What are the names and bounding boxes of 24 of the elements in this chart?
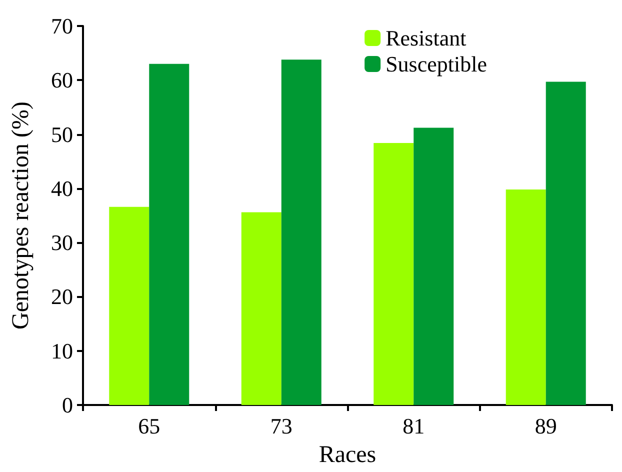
y-tick-label: 60 bbox=[51, 68, 73, 93]
bar bbox=[109, 206, 150, 405]
legend-label: Resistant bbox=[386, 26, 466, 50]
y-tick-label: 50 bbox=[51, 122, 73, 147]
x-tick-label: 81 bbox=[402, 414, 425, 438]
y-tick-label: 40 bbox=[51, 176, 73, 201]
bar bbox=[281, 60, 322, 405]
y-tick-label: 20 bbox=[51, 284, 73, 310]
bar bbox=[241, 212, 282, 405]
y-tick-label: 70 bbox=[51, 14, 73, 38]
bar bbox=[374, 142, 414, 405]
y-tick-label: 10 bbox=[51, 338, 73, 364]
bar bbox=[506, 190, 546, 405]
legend-label: Susceptible bbox=[386, 52, 488, 76]
y-tick-label: 0 bbox=[62, 392, 73, 418]
bar bbox=[149, 64, 190, 405]
bar bbox=[414, 128, 454, 405]
x-tick-label: 73 bbox=[270, 414, 292, 438]
x-axis-title: Races bbox=[318, 442, 376, 468]
x-tick-label: 65 bbox=[138, 414, 160, 438]
x-tick-label: 89 bbox=[534, 414, 557, 438]
bar bbox=[546, 82, 586, 405]
y-axis-title: Genotypes reaction (%) bbox=[8, 102, 34, 330]
y-tick-label: 30 bbox=[51, 230, 73, 256]
